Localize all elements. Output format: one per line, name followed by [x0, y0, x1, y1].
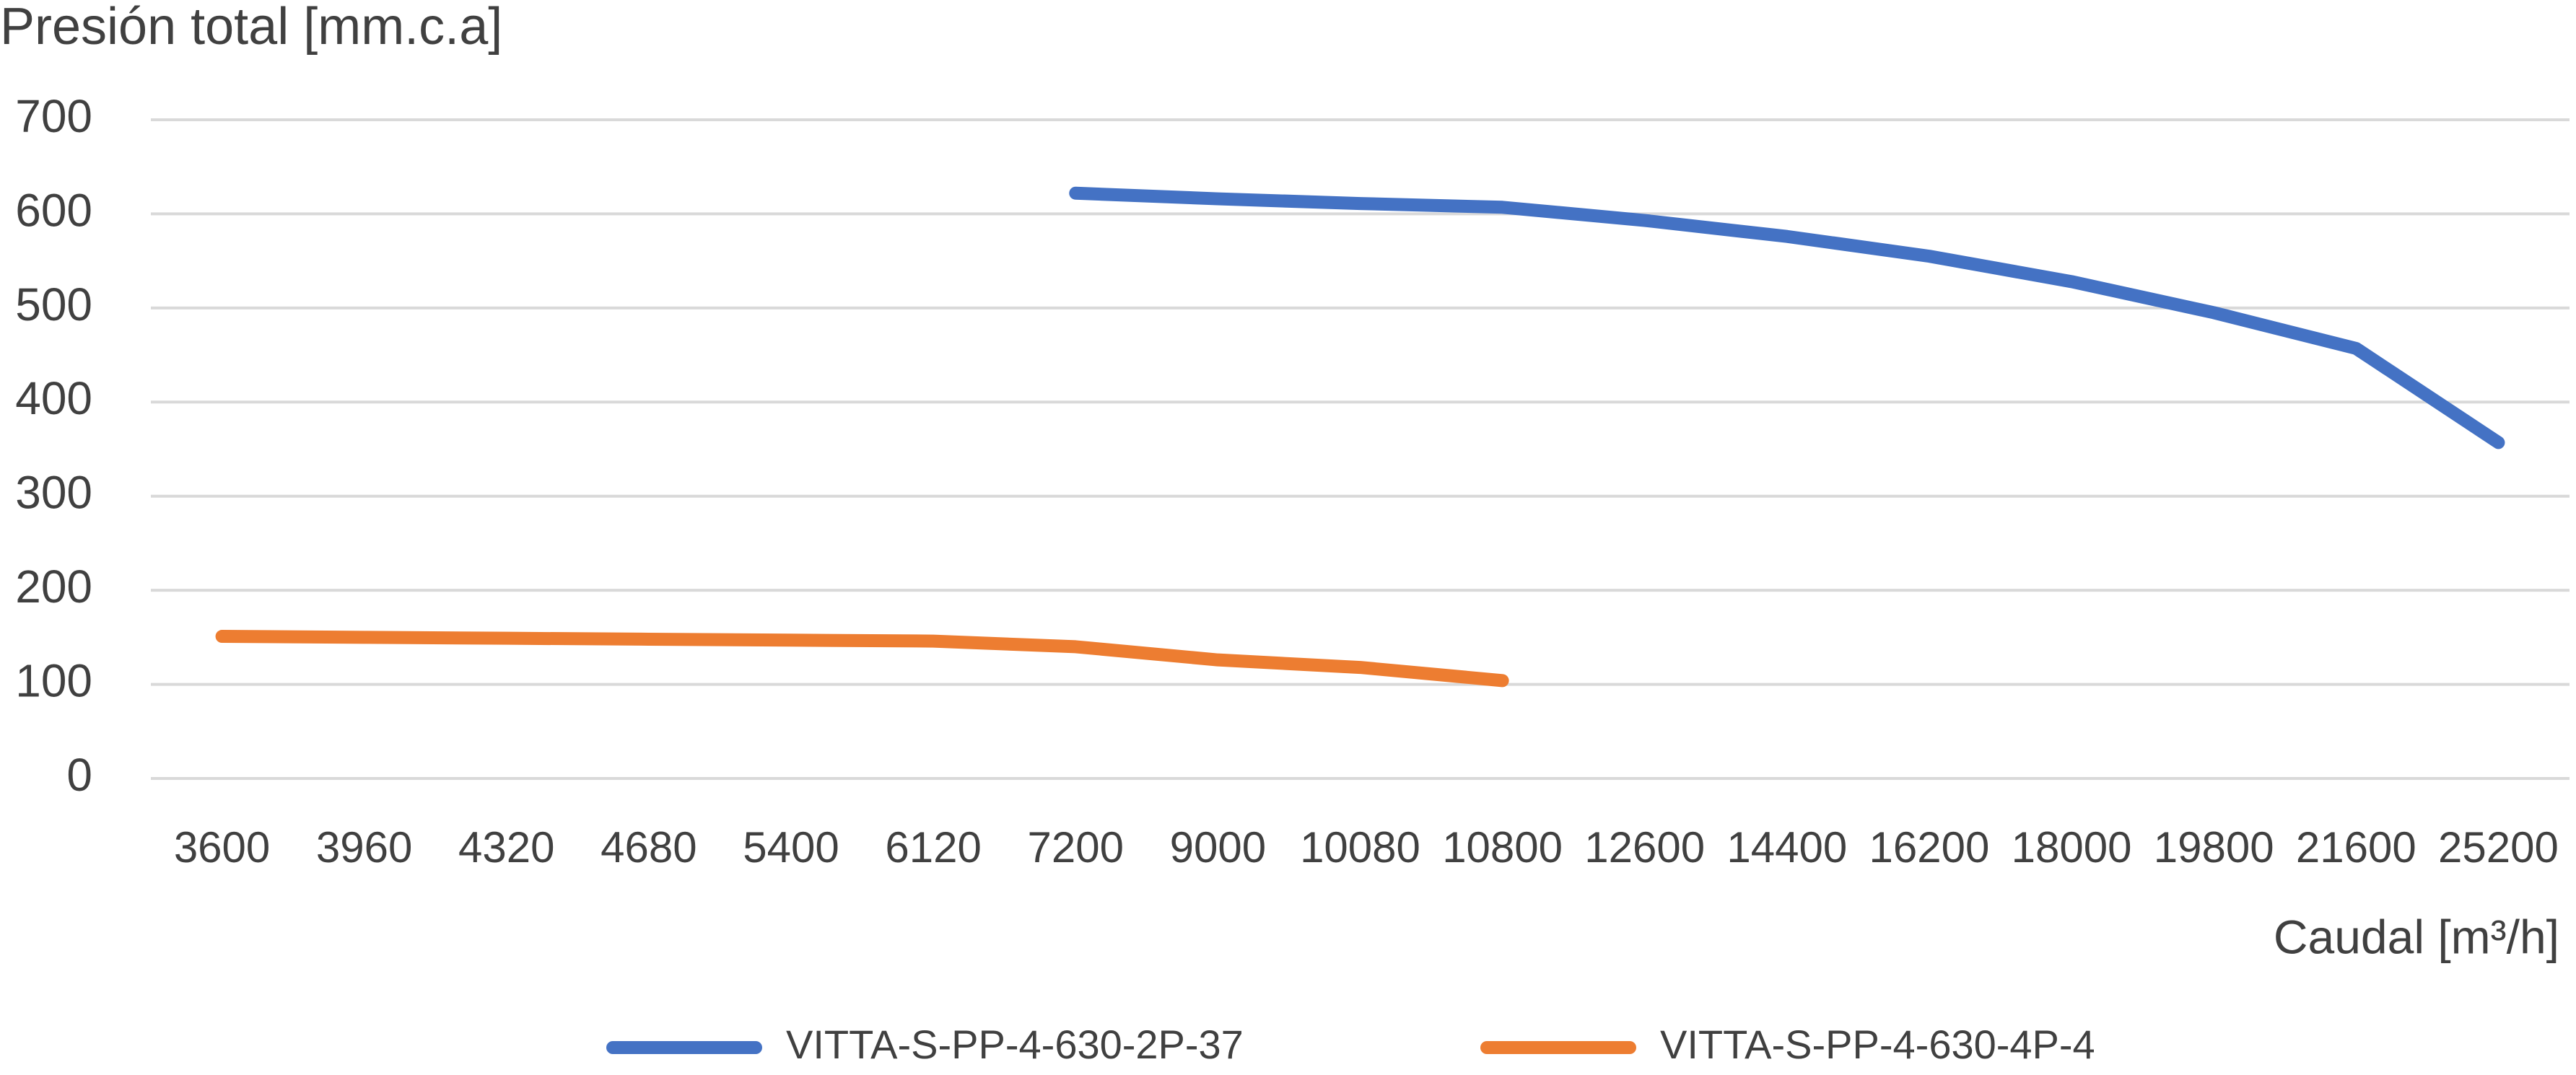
x-tick-label: 19800 — [2154, 823, 2274, 872]
y-tick-label: 0 — [66, 749, 92, 801]
x-tick-label: 4680 — [601, 823, 697, 872]
line — [215, 630, 1509, 688]
x-tick-label: 3960 — [316, 823, 412, 872]
x-tick-label: 6120 — [885, 823, 981, 872]
x-tick-label: 5400 — [743, 823, 839, 872]
legend-label: VITTA-S-PP-4-630-2P-37 — [786, 1022, 1244, 1067]
x-tick-label: 16200 — [1869, 823, 1990, 872]
x-tick-label: 12600 — [1584, 823, 1705, 872]
x-tick-label: 10080 — [1300, 823, 1420, 872]
x-tick-label: 14400 — [1726, 823, 1847, 872]
x-tick-label: 25200 — [2438, 823, 2559, 872]
x-tick-label: 9000 — [1170, 823, 1266, 872]
y-tick-label: 100 — [15, 654, 92, 706]
y-tick-label: 500 — [15, 278, 92, 330]
x-tick-label: 18000 — [2012, 823, 2132, 872]
x-tick-label: 21600 — [2296, 823, 2416, 872]
legend-label: VITTA-S-PP-4-630-4P-4 — [1660, 1022, 2095, 1067]
line — [1069, 186, 2505, 449]
y-tick-label: 700 — [15, 90, 92, 142]
x-tick-label: 3600 — [174, 823, 270, 872]
y-tick-label: 400 — [15, 372, 92, 424]
y-tick-label: 300 — [15, 467, 92, 519]
chart-title: Presión total [mm.c.a] — [0, 0, 502, 56]
x-axis-title: Caudal [m³/h] — [2274, 910, 2559, 963]
x-tick-label: 7200 — [1028, 823, 1124, 872]
y-tick-label: 200 — [15, 561, 92, 613]
x-tick-label: 4320 — [458, 823, 554, 872]
x-tick-label: 10800 — [1442, 823, 1563, 872]
y-tick-label: 600 — [15, 184, 92, 236]
